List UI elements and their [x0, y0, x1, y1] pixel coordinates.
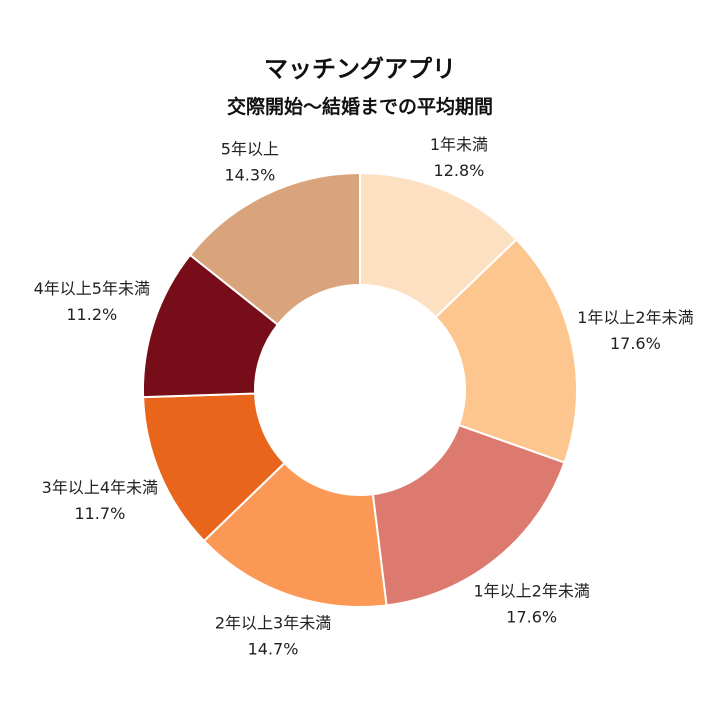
slice-label: 1年未満 12.8%	[430, 135, 488, 180]
donut-slices	[142, 171, 578, 608]
slice-label: 1年以上2年未満 17.6%	[473, 581, 589, 626]
slice-value-label: 14.7%	[248, 640, 299, 659]
donut-slice	[359, 171, 518, 319]
slice-value-label: 17.6%	[610, 334, 661, 353]
slice-category-label: 4年以上5年未満	[34, 279, 150, 298]
slice-label: 3年以上4年未満 11.7%	[42, 478, 158, 523]
donut-slice	[188, 171, 361, 327]
slice-category-label: 3年以上4年未満	[42, 478, 158, 497]
slice-category-label: 1年以上2年未満	[577, 308, 693, 327]
slice-label: 4年以上5年未満 11.2%	[34, 279, 150, 324]
donut-slice	[202, 461, 388, 608]
slice-labels: 1年未満 12.8% 1年以上2年未満 17.6% 1年以上2年未満 17.6% 2年以上3…	[34, 135, 694, 659]
slice-value-label: 14.3%	[224, 165, 275, 184]
slice-category-label: 1年以上2年未満	[473, 581, 589, 600]
slice-value-label: 11.2%	[66, 305, 117, 324]
slice-value-label: 11.7%	[74, 504, 125, 523]
slice-label: 5年以上 14.3%	[221, 139, 279, 184]
slice-label: 1年以上2年未満 17.6%	[577, 308, 693, 353]
chart-subtitle: 交際開始〜結婚までの平均期間	[227, 95, 493, 118]
slice-value-label: 17.6%	[506, 607, 557, 626]
slice-category-label: 1年未満	[430, 135, 488, 154]
slice-value-label: 12.8%	[434, 161, 485, 180]
slice-category-label: 5年以上	[221, 139, 279, 158]
slice-category-label: 2年以上3年未満	[215, 614, 331, 633]
chart-title: マッチングアプリ	[264, 55, 456, 83]
slice-label: 2年以上3年未満 14.7%	[215, 614, 331, 659]
donut-slice	[434, 238, 578, 464]
donut-slice	[371, 423, 566, 607]
